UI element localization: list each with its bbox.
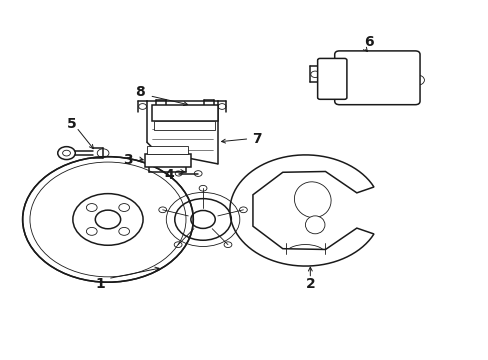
FancyBboxPatch shape (334, 51, 419, 105)
Bar (144, 154, 190, 167)
Text: 6: 6 (363, 35, 373, 49)
Text: 5: 5 (66, 117, 76, 131)
Circle shape (22, 157, 193, 282)
Text: 2: 2 (305, 277, 315, 291)
Bar (152, 105, 217, 121)
Text: 1: 1 (96, 277, 105, 291)
Bar (147, 146, 188, 154)
Text: 7: 7 (251, 132, 261, 146)
Bar (154, 121, 215, 130)
Polygon shape (229, 155, 373, 266)
Text: 8: 8 (135, 85, 144, 99)
FancyBboxPatch shape (317, 58, 346, 99)
Ellipse shape (305, 216, 325, 234)
Text: 4: 4 (163, 168, 173, 182)
Ellipse shape (294, 182, 330, 218)
Text: 3: 3 (122, 153, 132, 167)
